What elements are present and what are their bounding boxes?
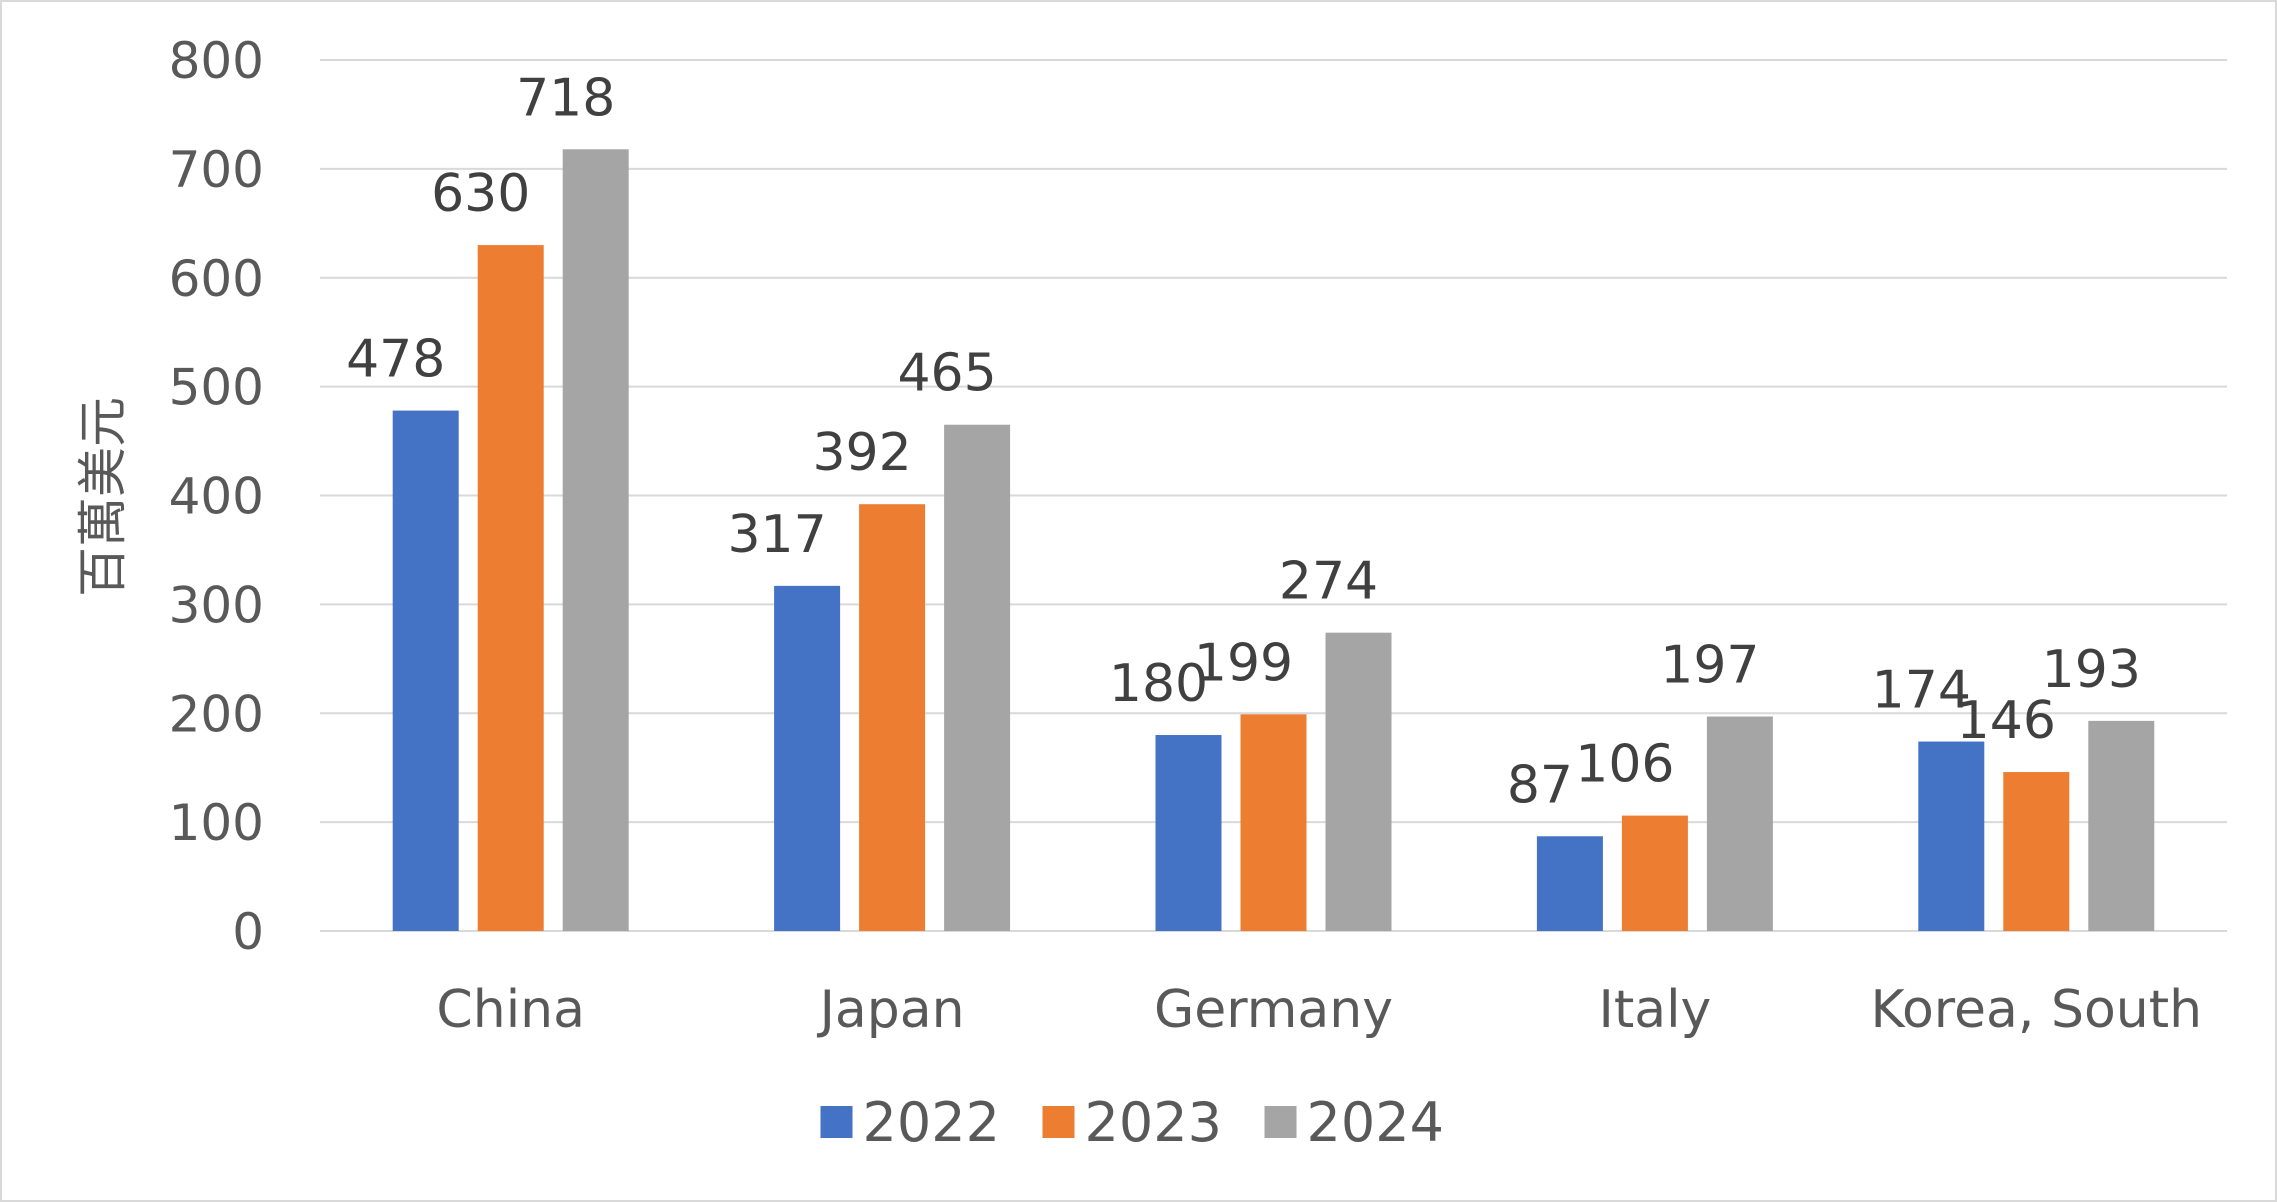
data-label: 317 xyxy=(727,505,826,565)
bar-2023 xyxy=(1240,714,1307,931)
bar-2022 xyxy=(1918,741,1985,931)
data-label: 197 xyxy=(1660,636,1759,696)
data-label: 174 xyxy=(1872,661,1971,721)
bar-2023 xyxy=(477,245,544,931)
y-tick-label: 500 xyxy=(169,359,264,417)
bar-2024 xyxy=(1325,632,1392,931)
legend-label: 2023 xyxy=(1085,1091,1222,1154)
bar-2022 xyxy=(774,585,841,931)
bars xyxy=(392,149,2155,932)
y-tick-label: 300 xyxy=(169,576,264,634)
data-label: 199 xyxy=(1194,633,1293,693)
y-tick-label: 800 xyxy=(169,32,264,90)
data-label: 180 xyxy=(1109,654,1208,714)
y-tick-label: 600 xyxy=(169,250,264,308)
category-label: Germany xyxy=(1154,980,1393,1040)
data-label: 193 xyxy=(2042,640,2141,700)
y-tick-label: 700 xyxy=(169,141,264,199)
data-label: 630 xyxy=(431,164,530,224)
category-label: China xyxy=(436,980,585,1040)
bar-2024 xyxy=(944,424,1011,931)
y-tick-label: 400 xyxy=(169,468,264,526)
bar-2024 xyxy=(562,149,629,932)
category-label: Italy xyxy=(1598,980,1711,1040)
bar-2022 xyxy=(1536,836,1603,931)
bar-2023 xyxy=(859,504,926,931)
y-axis-title: 百萬美元 xyxy=(74,397,132,597)
bar-2024 xyxy=(2088,720,2155,931)
bar-2024 xyxy=(1706,716,1773,931)
data-label: 274 xyxy=(1279,552,1378,612)
legend-label: 2024 xyxy=(1307,1091,1444,1154)
y-tick-label: 200 xyxy=(169,685,264,743)
data-label: 392 xyxy=(812,423,911,483)
y-axis-ticks: 0 100 200 300 400 500 600 700 800 xyxy=(169,32,264,961)
category-label: Korea, South xyxy=(1870,980,2202,1040)
data-label: 718 xyxy=(516,68,615,128)
y-tick-label: 100 xyxy=(169,794,264,852)
legend-swatch-2022 xyxy=(820,1106,853,1138)
data-label: 465 xyxy=(897,344,996,404)
bar-2022 xyxy=(392,410,459,931)
bar-2022 xyxy=(1155,735,1222,931)
bar-2023 xyxy=(1621,815,1688,931)
legend: 2022 2023 2024 xyxy=(820,1091,1444,1154)
gridlines xyxy=(320,59,2227,932)
data-label: 146 xyxy=(1957,691,2056,751)
data-label: 106 xyxy=(1575,735,1674,795)
legend-swatch-2023 xyxy=(1042,1106,1075,1138)
legend-swatch-2024 xyxy=(1264,1106,1297,1138)
category-label: Japan xyxy=(817,980,965,1040)
data-label: 87 xyxy=(1507,755,1573,815)
bar-2023 xyxy=(2003,772,2070,931)
x-axis-categories: China Japan Germany Italy Korea, South xyxy=(436,980,2202,1040)
data-label: 478 xyxy=(346,330,445,390)
y-tick-label: 0 xyxy=(232,903,264,961)
legend-label: 2022 xyxy=(863,1091,1000,1154)
